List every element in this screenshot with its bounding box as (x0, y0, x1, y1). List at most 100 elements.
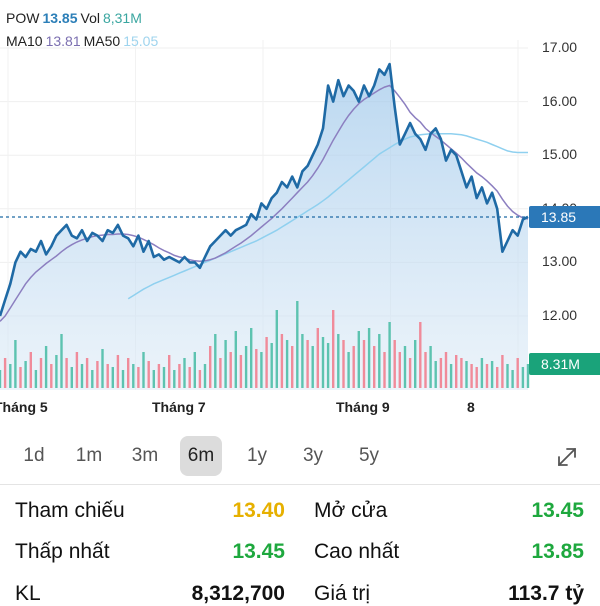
volume-bar (0, 370, 2, 388)
y-tick-label: 12.00 (542, 307, 578, 323)
volume-bar (3, 358, 7, 388)
volume-bar (14, 340, 17, 388)
y-tick-label: 17.00 (542, 39, 578, 55)
gia-tri-label: Giá trị (314, 582, 371, 605)
range-5y[interactable]: 5y (358, 445, 380, 466)
volume-bar (270, 343, 273, 388)
volume-bar (39, 358, 43, 388)
range-1y[interactable]: 1y (246, 445, 268, 466)
ma10-label: MA10 (6, 33, 43, 49)
volume-bar (414, 340, 417, 388)
thap-nhat-label: Thấp nhất (15, 540, 110, 563)
volume-bar (321, 337, 325, 388)
volume-bar (75, 352, 79, 388)
x-label-may: Tháng 5 (0, 399, 48, 415)
range-3m[interactable]: 3m (131, 445, 159, 466)
price-line (0, 62, 529, 317)
mo-cua-label: Mở cửa (314, 499, 388, 522)
symbol-label: POW (6, 10, 40, 26)
volume-bar (121, 370, 125, 388)
volume-bar (214, 334, 217, 388)
x-label-sept: Tháng 9 (336, 399, 390, 415)
volume-bar (203, 364, 207, 388)
gia-tri-value: 113.7 tỷ (508, 582, 584, 605)
volume-bar (65, 358, 68, 388)
legend-row-ma: MA10 13.81 MA50 15.05 (6, 33, 161, 49)
volume-bar (9, 364, 12, 388)
cao-nhat-value: 13.85 (531, 540, 584, 563)
volume-bar (291, 346, 294, 388)
volume-bar (296, 301, 299, 388)
volume-bar (116, 355, 120, 388)
x-label-8: 8 (467, 399, 475, 415)
volume-bar (275, 310, 278, 388)
volume-bar (470, 364, 473, 388)
volume-bar (373, 346, 376, 388)
volume-bar (449, 364, 453, 388)
volume-bar (137, 367, 140, 388)
volume-bar (255, 349, 258, 388)
volume-bar (342, 340, 345, 388)
volume-bar (55, 355, 58, 388)
volume-bar (70, 367, 73, 388)
volume-bar (367, 328, 371, 388)
volume-bar (127, 358, 130, 388)
volume-bar (178, 364, 181, 388)
volume-bar (403, 346, 407, 388)
volume-bar (250, 328, 253, 388)
volume-bar (19, 367, 22, 388)
volume-bar (224, 340, 227, 388)
volume-bar (50, 364, 53, 388)
volume-bar (475, 367, 478, 388)
ma50-value: 15.05 (123, 33, 159, 49)
volume-bar (501, 355, 504, 388)
range-1m[interactable]: 1m (75, 445, 103, 466)
volume-bar (337, 334, 340, 388)
volume-bar (142, 352, 145, 388)
volume-bar (132, 364, 135, 388)
volume-bar (419, 322, 422, 388)
volume-bar (183, 358, 186, 388)
volume-bar (234, 331, 237, 388)
ma50-line (127, 133, 528, 300)
volume-bar (444, 352, 448, 388)
y-tick-label: 16.00 (542, 92, 578, 109)
ma50-label: MA50 (83, 33, 121, 49)
volume-bar (347, 352, 350, 388)
volume-bar (280, 334, 284, 388)
volume-bar (168, 355, 171, 388)
price-chart[interactable] (0, 0, 600, 430)
volume-bar (511, 370, 514, 388)
volume-bar (393, 340, 396, 388)
volume-bar (229, 352, 232, 388)
range-6m[interactable]: 6m (180, 436, 222, 476)
volume-bar (424, 352, 427, 388)
mo-cua-value: 13.45 (531, 499, 584, 522)
volume-bar (455, 355, 458, 388)
volume-bar (506, 364, 509, 388)
volume-bar (34, 370, 38, 388)
volume-bar (526, 364, 530, 388)
range-selector: 1d 1m 3m 6m 1y 3y 5y (0, 436, 600, 476)
price-tag: 13.85 (529, 206, 600, 228)
volume-bar (173, 370, 176, 388)
expand-icon[interactable] (556, 446, 578, 468)
divider (0, 484, 600, 485)
range-3y[interactable]: 3y (302, 445, 324, 466)
volume-bar (460, 358, 463, 388)
volume-bar (306, 340, 309, 388)
volume-bar (111, 367, 114, 388)
volume-bar (101, 349, 104, 388)
volume-bar (301, 334, 304, 388)
volume-bar (80, 364, 84, 388)
volume-bar (480, 358, 484, 388)
volume-bar (193, 352, 196, 388)
volume-bar (408, 358, 412, 388)
volume-bar (490, 361, 494, 388)
volume-bar (188, 367, 191, 388)
volume-bar (521, 367, 525, 388)
volume-bar (157, 364, 161, 388)
kl-value: 8,312,700 (191, 582, 285, 605)
range-1d[interactable]: 1d (23, 445, 45, 466)
volume-bar (429, 346, 432, 388)
